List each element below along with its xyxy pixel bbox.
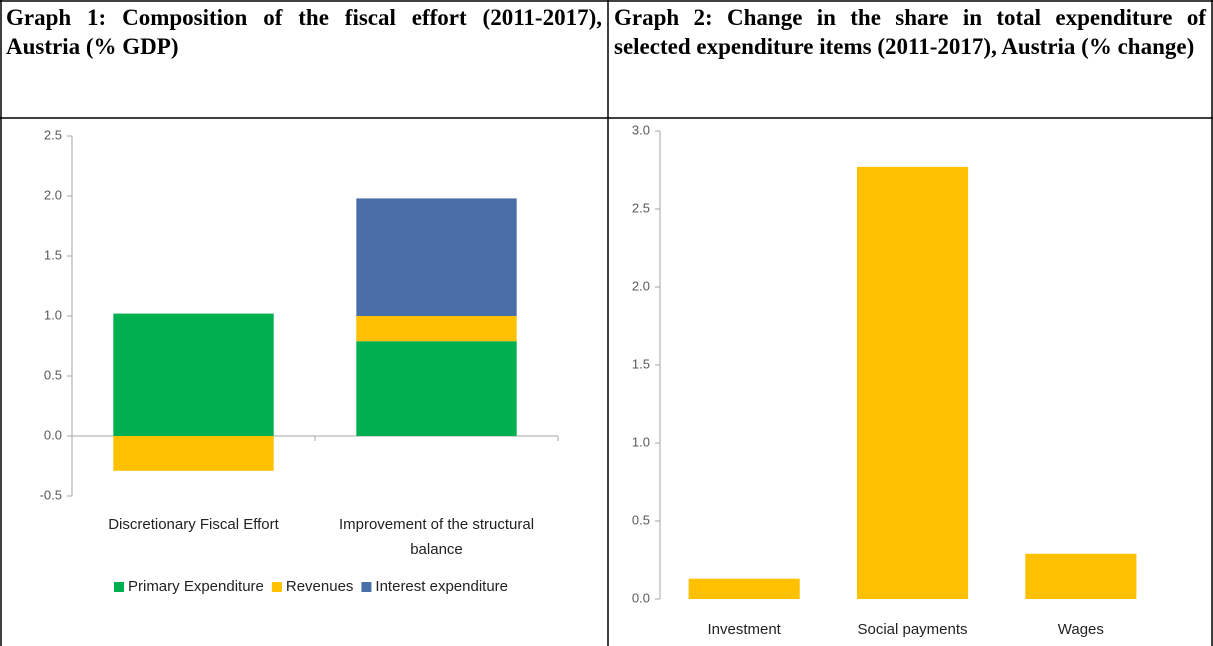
bar <box>356 198 517 316</box>
x-tick-label: Wages <box>1057 621 1104 638</box>
legend-swatch <box>361 582 372 592</box>
legend-label: Interest expenditure <box>375 578 508 595</box>
y-tick-label: 1.0 <box>44 307 62 322</box>
legend-label: Primary Expenditure <box>128 578 264 595</box>
y-tick-label: 2.0 <box>632 278 650 293</box>
legend-swatch <box>113 582 124 592</box>
bar <box>356 316 517 342</box>
bar <box>688 578 800 599</box>
x-tick-label: Investment <box>707 621 781 638</box>
y-tick-label: 2.0 <box>44 187 62 202</box>
y-tick-label: 0.5 <box>44 367 62 382</box>
bar <box>113 436 274 471</box>
y-tick-label: 0.0 <box>44 427 62 442</box>
bar <box>356 341 517 436</box>
y-tick-label: 2.5 <box>44 127 62 142</box>
bar <box>856 166 969 599</box>
y-tick-label: 1.0 <box>632 434 650 449</box>
y-tick-label: 1.5 <box>44 247 62 262</box>
y-tick-label: 2.5 <box>632 200 650 215</box>
legend-swatch <box>271 582 282 592</box>
y-tick-label: 0.5 <box>632 512 650 527</box>
legend-label: Revenues <box>286 578 354 595</box>
chart-title: Graph 1: Composition of the fiscal effor… <box>6 5 602 59</box>
y-tick-label: 3.0 <box>632 122 650 137</box>
y-tick-label: 1.5 <box>632 356 650 371</box>
x-tick-label: Improvement of the structural balance <box>338 516 535 558</box>
y-tick-label: 0.0 <box>632 590 650 605</box>
x-tick-label: Discretionary Fiscal Effort <box>108 516 279 533</box>
y-tick-label: -0.5 <box>40 487 62 502</box>
bar <box>113 313 274 436</box>
x-tick-label: Social payments <box>857 621 968 638</box>
chart-title: Graph 2: Change in the share in total ex… <box>614 5 1206 59</box>
bar <box>1025 553 1137 599</box>
